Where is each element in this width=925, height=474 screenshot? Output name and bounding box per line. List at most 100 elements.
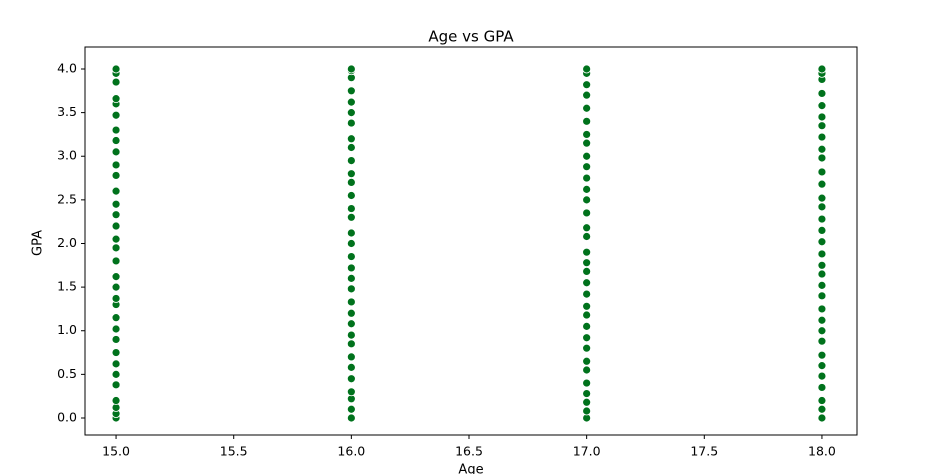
- point: [582, 195, 592, 205]
- point: [817, 121, 827, 131]
- point: [111, 186, 121, 196]
- point: [111, 369, 121, 379]
- point: [582, 289, 592, 299]
- point: [817, 280, 827, 290]
- point: [346, 263, 356, 273]
- y-tick-label: 0.5: [57, 366, 77, 381]
- axes-frame: [84, 46, 858, 436]
- point: [346, 97, 356, 107]
- point: [817, 153, 827, 163]
- point: [111, 125, 121, 135]
- point: [582, 278, 592, 288]
- point: [817, 396, 827, 405]
- point: [817, 260, 827, 270]
- point: [346, 108, 356, 118]
- point: [582, 138, 592, 148]
- point: [582, 90, 592, 100]
- point: [346, 212, 356, 222]
- point: [346, 284, 356, 294]
- point: [817, 326, 827, 336]
- point: [817, 404, 827, 414]
- point: [346, 308, 356, 318]
- point: [817, 249, 827, 259]
- point: [111, 136, 121, 145]
- point: [817, 89, 827, 98]
- point: [817, 214, 827, 224]
- point: [817, 413, 827, 423]
- point: [817, 315, 827, 325]
- point: [582, 223, 592, 233]
- point: [817, 350, 827, 360]
- point: [582, 184, 592, 194]
- point: [817, 336, 827, 346]
- x-tick-label: 17.0: [573, 444, 601, 459]
- plot-area: [111, 64, 827, 423]
- point: [111, 243, 121, 253]
- point: [346, 156, 356, 165]
- point: [346, 191, 356, 200]
- y-axis-label: GPA: [31, 230, 46, 256]
- x-axis-label: Age: [458, 463, 483, 474]
- point: [582, 378, 592, 388]
- point: [346, 404, 356, 414]
- point: [346, 86, 356, 96]
- point: [111, 77, 121, 87]
- point: [111, 348, 121, 357]
- point: [582, 80, 592, 90]
- x-tick-label: 18.0: [808, 444, 836, 459]
- point: [582, 130, 592, 139]
- point: [346, 134, 356, 144]
- point: [582, 310, 592, 320]
- point: [111, 324, 121, 334]
- y-tick-label: 0.0: [57, 409, 77, 424]
- point: [111, 221, 121, 231]
- point: [817, 237, 827, 247]
- point: [346, 352, 356, 362]
- point: [582, 232, 592, 241]
- point: [111, 335, 121, 344]
- point: [582, 247, 592, 257]
- point: [582, 103, 592, 113]
- point: [111, 199, 121, 209]
- point: [582, 116, 592, 126]
- point: [111, 282, 121, 292]
- point: [817, 193, 827, 203]
- point: [346, 252, 356, 261]
- point: [111, 64, 121, 74]
- point: [582, 258, 592, 268]
- point: [346, 362, 356, 372]
- point: [582, 333, 592, 343]
- point: [582, 208, 592, 218]
- y-tick-label: 1.0: [57, 322, 77, 337]
- point: [346, 143, 356, 152]
- point: [817, 269, 827, 279]
- point: [582, 321, 592, 331]
- point: [817, 291, 827, 301]
- point: [817, 64, 827, 74]
- point: [111, 380, 121, 390]
- point: [111, 160, 121, 170]
- x-tick-label: 15.0: [102, 444, 130, 459]
- point: [346, 413, 356, 423]
- point: [582, 173, 592, 183]
- y-tick-label: 3.5: [57, 104, 77, 119]
- point: [582, 162, 592, 172]
- point: [111, 256, 121, 266]
- point: [346, 297, 356, 307]
- point: [817, 225, 827, 235]
- point: [346, 64, 356, 74]
- point: [582, 267, 592, 276]
- x-tick-label: 16.5: [455, 444, 483, 459]
- point: [582, 151, 592, 161]
- point: [111, 396, 121, 405]
- point: [582, 356, 592, 366]
- point: [346, 118, 356, 128]
- point: [817, 383, 827, 392]
- point: [582, 365, 592, 375]
- point: [346, 239, 356, 248]
- y-tick-label: 1.5: [57, 279, 77, 294]
- point: [817, 101, 827, 111]
- y-tick-label: 4.0: [57, 60, 77, 75]
- point: [111, 313, 121, 323]
